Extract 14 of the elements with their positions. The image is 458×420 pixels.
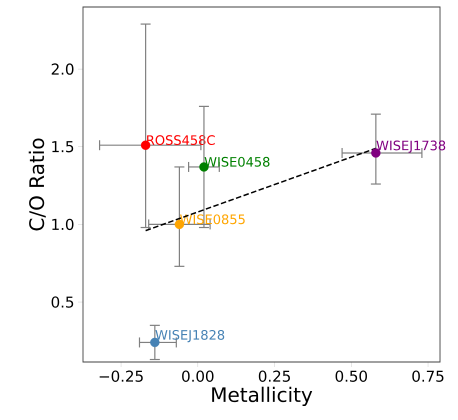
- y-tick-label: 1.0: [52, 218, 74, 230]
- x-tick-label: 0.00: [182, 370, 214, 382]
- y-axis-title: C/O Ratio: [28, 138, 46, 230]
- y-tick-label: 2.0: [52, 63, 74, 75]
- x-axis-title: Metallicity: [212, 386, 312, 406]
- x-tick-label: −0.25: [100, 370, 143, 382]
- x-tick-label: 0.75: [412, 370, 444, 382]
- series-label: WISEJ1828: [155, 330, 224, 342]
- series-label: WISE0855: [180, 214, 245, 224]
- y-tick-label: 1.5: [52, 141, 74, 152]
- x-tick-label: 0.25: [258, 370, 290, 382]
- y-tick-label: 0.5: [52, 296, 74, 308]
- series-label: WISE0458: [204, 156, 270, 167]
- x-tick-label: 0.50: [336, 370, 367, 382]
